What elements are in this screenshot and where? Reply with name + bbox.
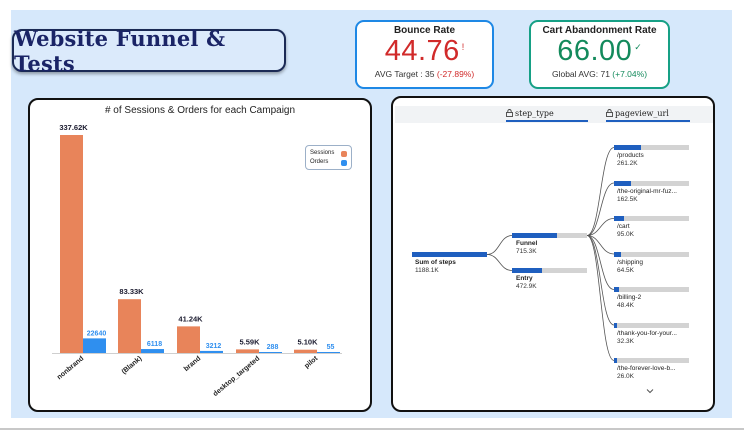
tree-url-value: 48.4K bbox=[617, 302, 634, 309]
campaign-chart-panel[interactable]: # of Sessions & Orders for each Campaign… bbox=[28, 98, 372, 412]
tree-url-bar-fill bbox=[614, 180, 632, 186]
lock-icon bbox=[606, 109, 613, 117]
sessions-data-label: 41.24K bbox=[178, 314, 203, 323]
orders-data-label: 6118 bbox=[147, 341, 162, 348]
title-card: Website Funnel & Tests bbox=[12, 26, 286, 76]
bounce-rate-target: AVG Target : 35 (-27.89%) bbox=[357, 69, 492, 79]
tree-url-bar-fill bbox=[614, 251, 621, 257]
sessions-bar[interactable] bbox=[118, 299, 141, 353]
tree-url-label: /the-original-mr-fuz... bbox=[617, 187, 677, 195]
alert-icon: ! bbox=[461, 42, 465, 52]
tree-root-bar[interactable] bbox=[412, 252, 487, 257]
step-type-underline bbox=[506, 120, 588, 122]
chevron-down-icon[interactable] bbox=[646, 388, 654, 394]
orders-bar[interactable] bbox=[83, 338, 106, 353]
bounce-rate-title: Bounce Rate bbox=[393, 25, 456, 36]
sessions-data-label: 5.10K bbox=[297, 338, 318, 347]
category-tick-label: pilot bbox=[303, 355, 319, 370]
tree-url-label: /thank-you-for-your... bbox=[617, 329, 677, 337]
tree-url-label: /billing-2 bbox=[617, 294, 642, 301]
tree-url-bar[interactable] bbox=[614, 145, 689, 150]
lock-icon bbox=[506, 109, 513, 117]
sessions-data-label: 337.62K bbox=[59, 123, 88, 132]
sessions-bar[interactable] bbox=[60, 135, 83, 353]
tree-root-value: 1188.1K bbox=[415, 267, 439, 274]
cart-global-label: Global AVG: 71 bbox=[551, 69, 613, 79]
legend-label-sessions: Sessions bbox=[310, 150, 335, 156]
check-icon: ✓ bbox=[634, 42, 642, 52]
page-divider bbox=[0, 428, 744, 430]
tree-url-bar[interactable] bbox=[614, 287, 689, 292]
tree-step-bar-fill bbox=[512, 233, 558, 238]
orders-bar[interactable] bbox=[317, 352, 340, 353]
orders-data-label: 55 bbox=[327, 344, 335, 351]
cart-abandonment-title: Cart Abandonment Rate bbox=[542, 25, 657, 36]
category-tick-label: nonbrand bbox=[56, 355, 85, 381]
cart-abandonment-value: 66.00 bbox=[557, 35, 633, 67]
page-title: Website Funnel & Tests bbox=[14, 25, 226, 76]
orders-data-label: 288 bbox=[267, 344, 279, 351]
sessions-bar[interactable] bbox=[294, 349, 317, 353]
orders-bar[interactable] bbox=[259, 352, 282, 353]
tree-url-bar[interactable] bbox=[614, 180, 689, 186]
tree-step-label: Entry bbox=[516, 275, 533, 282]
sessions-bar[interactable] bbox=[236, 349, 259, 353]
category-tick-label: desktop_targeted bbox=[212, 355, 261, 398]
cart-abandonment-global: Global AVG: 71 (+7.04%) bbox=[531, 69, 668, 79]
orders-data-label: 3212 bbox=[206, 343, 222, 350]
orders-bar[interactable] bbox=[141, 349, 164, 353]
tree-url-label: /products bbox=[617, 152, 644, 159]
campaign-bar-chart[interactable]: 337.62K 22640 nonbrand 83.33K 6118(Blank) 41.… bbox=[30, 100, 370, 410]
tree-root-label: Sum of steps bbox=[415, 259, 456, 266]
tree-step-value: 472.9K bbox=[516, 283, 537, 290]
tree-url-bar-fill bbox=[614, 287, 620, 292]
tree-url-value: 162.5K bbox=[617, 195, 638, 203]
orders-data-label: 22640 bbox=[87, 330, 107, 337]
legend-swatch-sessions bbox=[341, 151, 347, 157]
legend-label-orders: Orders bbox=[310, 159, 329, 165]
sessions-data-label: 83.33K bbox=[119, 287, 144, 296]
tree-step-label: Funnel bbox=[516, 240, 538, 247]
tree-url-bar-fill bbox=[614, 145, 642, 150]
tree-url-label: /cart bbox=[617, 223, 630, 230]
tree-url-label: /the-forever-love-b... bbox=[617, 365, 676, 372]
pageview-url-underline bbox=[606, 120, 690, 122]
cart-global-delta: (+7.04%) bbox=[612, 69, 648, 79]
sessions-data-label: 5.59K bbox=[239, 337, 260, 346]
chart-legend[interactable]: Sessions Orders bbox=[305, 145, 352, 170]
tree-url-value: 26.0K bbox=[617, 373, 634, 380]
tree-url-bar-fill bbox=[614, 216, 624, 221]
sessions-bar[interactable] bbox=[177, 326, 200, 353]
bounce-target-delta: (-27.89%) bbox=[436, 69, 475, 79]
tree-url-value: 32.3K bbox=[617, 337, 634, 345]
bounce-rate-value: 44.76 bbox=[384, 35, 460, 67]
tree-header-band bbox=[395, 106, 713, 123]
tree-url-value: 64.5K bbox=[617, 266, 634, 274]
tree-url-bar[interactable] bbox=[614, 251, 689, 257]
tree-url-bar[interactable] bbox=[614, 358, 689, 363]
legend-swatch-orders bbox=[341, 160, 347, 166]
chart-title: # of Sessions & Orders for each Campaign bbox=[104, 105, 296, 116]
tree-step-bar[interactable] bbox=[512, 233, 587, 238]
bounce-rate-card[interactable]: Bounce Rate 44.76 ! AVG Target : 35 (-27… bbox=[355, 20, 494, 89]
tree-url-bar-fill bbox=[614, 322, 618, 328]
tree-url-bar[interactable] bbox=[614, 322, 689, 328]
step-type-header[interactable]: step_type bbox=[515, 109, 554, 118]
category-tick-label: (Blank) bbox=[121, 355, 144, 376]
tree-url-bar-fill bbox=[614, 358, 617, 363]
bounce-target-label: AVG Target : 35 bbox=[374, 69, 437, 79]
tree-root-bar-fill bbox=[412, 252, 487, 257]
tree-step-bar-fill bbox=[512, 268, 542, 273]
tree-url-bar[interactable] bbox=[614, 216, 689, 221]
tree-step-value: 715.3K bbox=[516, 248, 537, 255]
pageview-url-header[interactable]: pageview_url bbox=[615, 109, 669, 118]
orders-bar[interactable] bbox=[200, 350, 223, 353]
tree-url-value: 261.2K bbox=[617, 160, 638, 167]
category-tick-label: brand bbox=[183, 355, 202, 373]
cart-abandonment-card[interactable]: Cart Abandonment Rate 66.00 ✓ Global AVG… bbox=[529, 20, 670, 89]
tree-url-label: /shipping bbox=[617, 258, 644, 266]
tree-url-value: 95.0K bbox=[617, 231, 634, 238]
tree-step-bar[interactable] bbox=[512, 268, 587, 273]
